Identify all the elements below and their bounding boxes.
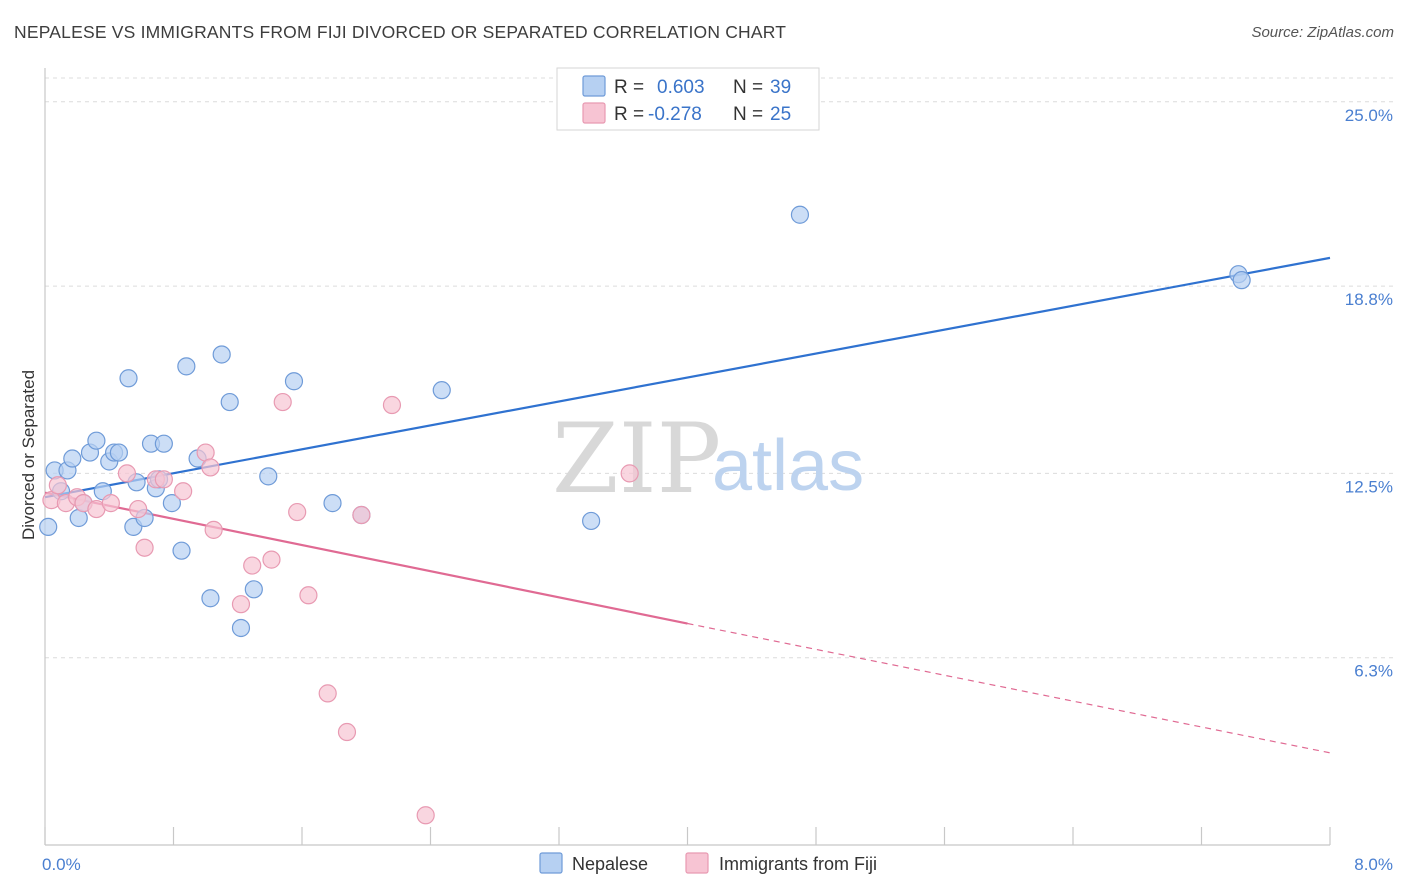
point-fiji-12 (174, 482, 193, 501)
point-fiji-14 (201, 458, 220, 477)
point-fiji-20 (288, 502, 307, 522)
point-nepalese-36 (790, 205, 810, 224)
point-nepalese-13 (119, 369, 138, 388)
point-nepalese-32 (323, 494, 342, 513)
y-tick-label-2: 18.8% (1345, 290, 1393, 309)
x-tick-label-1: 8.0% (1354, 855, 1393, 874)
trend-line-nepalese (44, 256, 1331, 499)
x-tick-labels: 0.0% 8.0% (42, 855, 1393, 874)
legend-r-label-1: R = (614, 77, 644, 98)
point-fiji-16 (231, 595, 251, 614)
bottom-legend-fiji: Immigrants from Fiji (719, 854, 877, 874)
point-nepalese-8 (87, 431, 106, 450)
legend-swatch-fiji (582, 102, 606, 124)
point-fiji-11 (154, 470, 173, 489)
point-nepalese-38 (1232, 271, 1251, 290)
y-tick-label-1: 12.5% (1345, 477, 1393, 496)
y-tick-label-3: 25.0% (1345, 106, 1393, 125)
y-tick-labels: 6.3% 12.5% 18.8% 25.0% (1345, 106, 1393, 681)
y-tick-label-0: 6.3% (1354, 662, 1393, 681)
legend-r-value-2: -0.278 (648, 104, 702, 125)
point-nepalese-21 (162, 494, 181, 513)
data-points (39, 205, 1251, 825)
point-nepalese-28 (231, 618, 251, 638)
legend-swatch-nepalese (582, 75, 606, 97)
watermark-zip: ZIP (552, 403, 721, 515)
point-nepalese-27 (220, 392, 239, 412)
point-fiji-18 (262, 550, 281, 569)
point-fiji-21 (299, 586, 318, 605)
legend-n-value-1: 39 (770, 77, 791, 98)
point-fiji-22 (318, 684, 337, 703)
watermark-atlas: atlas (712, 426, 864, 506)
point-nepalese-20 (154, 434, 173, 453)
point-nepalese-4 (63, 449, 82, 468)
y-axis-label: Divorced or Separated (19, 370, 38, 540)
point-nepalese-34 (432, 381, 451, 400)
point-fiji-23 (337, 722, 357, 742)
source-label: Source: ZipAtlas.com (1251, 24, 1394, 41)
point-fiji-1 (48, 476, 67, 495)
point-fiji-6 (101, 494, 120, 513)
point-nepalese-31 (284, 372, 304, 391)
legend-n-value-2: 25 (770, 104, 791, 125)
bottom-legend-nepalese: Nepalese (572, 854, 648, 874)
trend-line-fiji-extended (687, 622, 1331, 754)
point-fiji-19 (273, 392, 292, 412)
point-fiji-8 (129, 499, 148, 519)
chart-title: NEPALESE VS IMMIGRANTS FROM FIJI DIVORCE… (14, 22, 787, 42)
point-nepalese-22 (172, 541, 191, 560)
point-fiji-17 (243, 556, 262, 575)
correlation-legend: R = 0.603 N = 39 R = -0.278 N = 25 (556, 67, 820, 131)
legend-r-label-2: R = (614, 104, 644, 125)
bottom-legend-swatch-nepalese (539, 852, 563, 874)
point-nepalese-0 (39, 517, 58, 537)
point-nepalese-26 (212, 345, 231, 364)
point-nepalese-35 (582, 511, 601, 531)
legend-n-label-2: N = (733, 104, 763, 125)
axes (44, 68, 1331, 846)
point-nepalese-25 (201, 589, 220, 608)
bottom-legend-swatch-fiji (685, 852, 709, 874)
legend-r-value-1: 0.603 (657, 77, 705, 98)
point-fiji-15 (204, 520, 223, 539)
point-fiji-9 (135, 538, 154, 557)
point-fiji-7 (117, 464, 137, 483)
series-legend: Nepalese Immigrants from Fiji (539, 852, 877, 874)
point-nepalese-29 (244, 580, 263, 599)
point-nepalese-23 (177, 357, 196, 376)
legend-n-label-1: N = (733, 77, 763, 98)
point-nepalese-12 (109, 443, 128, 462)
point-fiji-25 (382, 395, 402, 415)
point-fiji-26 (416, 806, 435, 825)
point-fiji-24 (352, 505, 371, 525)
x-tick-label-0: 0.0% (42, 855, 81, 874)
watermark: ZIP atlas (552, 403, 864, 515)
point-fiji-27 (620, 464, 639, 483)
point-nepalese-30 (259, 467, 278, 486)
